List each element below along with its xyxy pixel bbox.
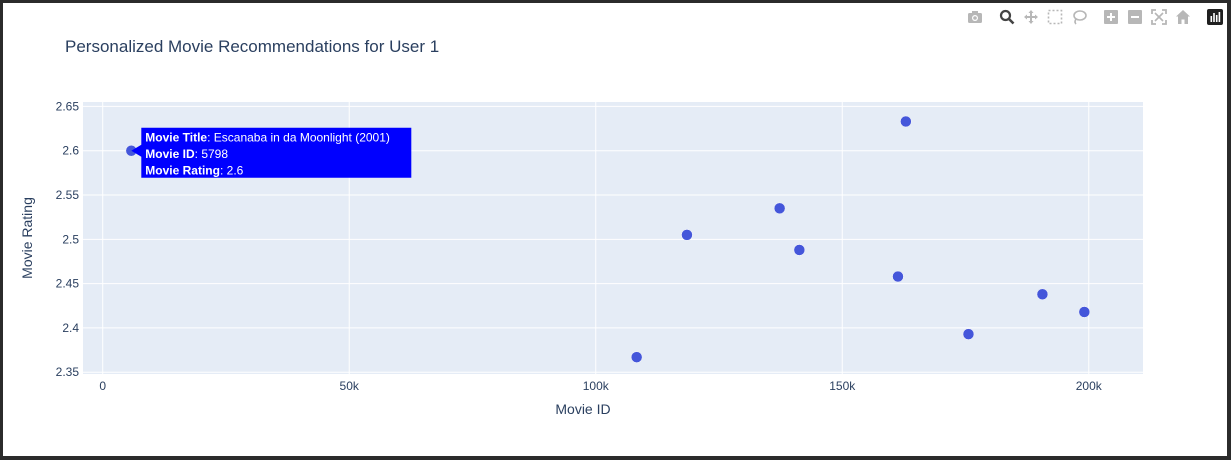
hover-line-rating: Movie Rating: 2.6 <box>145 164 243 178</box>
x-tick-label: 150k <box>829 379 856 393</box>
hover-value-title: Escanaba in da Moonlight (2001) <box>214 131 390 145</box>
hover-sep-rating: : <box>220 164 227 178</box>
lasso-select-icon[interactable] <box>1067 7 1091 27</box>
box-select-icon[interactable] <box>1043 7 1067 27</box>
hover-sep-title: : <box>207 131 214 145</box>
x-tick-label: 200k <box>1076 379 1103 393</box>
modebar-group-download <box>963 7 987 27</box>
data-points <box>125 115 1091 363</box>
hover-key-title: Movie Title <box>145 131 207 145</box>
y-tick-label: 2.45 <box>56 277 80 291</box>
hover-key-rating: Movie Rating <box>145 164 220 178</box>
y-tick-label: 2.65 <box>56 99 80 113</box>
reset-axes-icon[interactable] <box>1171 7 1195 27</box>
data-point[interactable] <box>962 328 975 340</box>
modebar-group-zoom <box>1099 7 1195 27</box>
y-tick-label: 2.4 <box>62 321 79 335</box>
data-point[interactable] <box>793 244 806 256</box>
autoscale-icon[interactable] <box>1147 7 1171 27</box>
data-point[interactable] <box>892 270 904 283</box>
data-point[interactable] <box>1078 306 1091 318</box>
chart-container: 0 50k 100k 150k 200k 2.35 2.4 2.45 2.5 2.55 2.6 2.6… <box>3 3 1227 456</box>
zoom-in-icon[interactable] <box>1099 7 1123 27</box>
data-point[interactable] <box>900 115 912 128</box>
hover-line-title: Movie Title: Escanaba in da Moonlight (2… <box>145 131 390 145</box>
hover-key-id: Movie ID <box>145 147 195 161</box>
chart-title: Personalized Movie Recommendations for U… <box>65 37 439 56</box>
pan-icon[interactable] <box>1019 7 1043 27</box>
y-tick-label: 2.35 <box>56 365 80 379</box>
zoom-out-icon[interactable] <box>1123 7 1147 27</box>
hover-tooltip: Movie Title: Escanaba in da Moonlight (2… <box>131 127 412 178</box>
y-axis-title: Movie Rating <box>19 197 35 279</box>
camera-icon[interactable] <box>963 7 987 27</box>
x-tick-label: 0 <box>99 379 106 393</box>
hover-value-rating: 2.6 <box>227 164 244 178</box>
data-point[interactable] <box>1036 288 1049 301</box>
scatter-chart: 0 50k 100k 150k 200k 2.35 2.4 2.45 2.5 2.55 2.6 2.6… <box>19 37 1143 417</box>
tick-labels: 0 50k 100k 150k 200k 2.35 2.4 2.45 2.5 2.55 2.6 2.6… <box>56 99 1103 393</box>
hover-value-id: 5798 <box>201 147 228 161</box>
data-point[interactable] <box>773 202 786 215</box>
plotly-logo-icon[interactable] <box>1203 7 1227 27</box>
modebar-group-logo <box>1203 7 1227 27</box>
data-point[interactable] <box>681 229 693 241</box>
hover-line-id: Movie ID: 5798 <box>145 147 228 161</box>
x-tick-label: 100k <box>583 379 610 393</box>
hover-sep-id: : <box>195 147 202 161</box>
zoom-icon[interactable] <box>995 7 1019 27</box>
y-tick-label: 2.5 <box>62 232 79 246</box>
y-tick-label: 2.6 <box>62 144 79 158</box>
modebar <box>955 7 1227 27</box>
x-axis-title: Movie ID <box>555 401 610 417</box>
data-point[interactable] <box>630 351 643 363</box>
hover-tooltip-box <box>131 127 412 178</box>
modebar-group-tools <box>995 7 1091 27</box>
y-tick-label: 2.55 <box>56 188 80 202</box>
x-tick-label: 50k <box>340 379 360 393</box>
